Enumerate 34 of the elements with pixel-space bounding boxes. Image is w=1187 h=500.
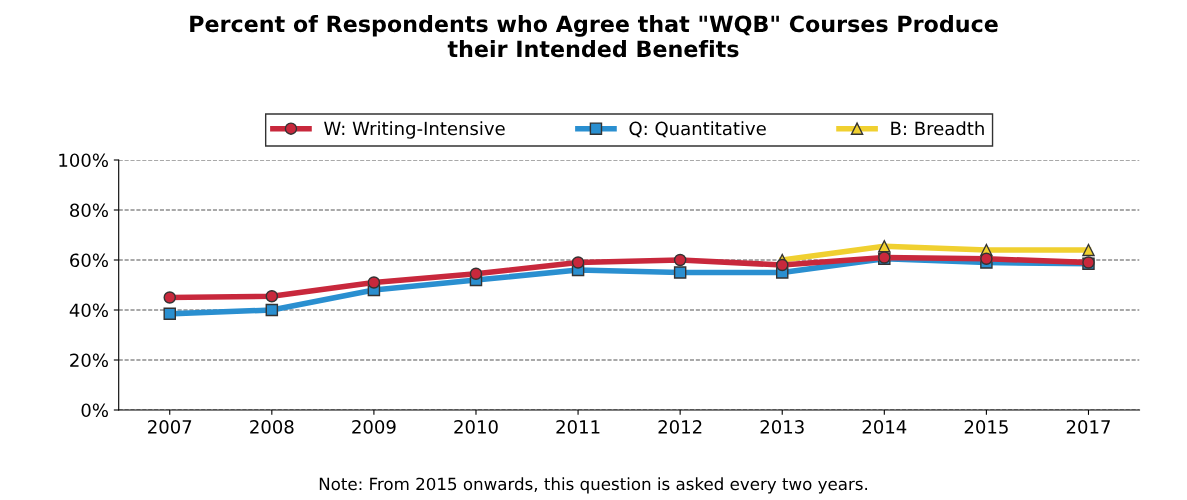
point	[163, 291, 176, 304]
x-tick-label: 2009	[352, 420, 396, 434]
x-tick-label: 2017	[1066, 420, 1110, 434]
point	[878, 239, 891, 253]
point	[673, 266, 687, 279]
legend-label: B: Breadth	[891, 121, 984, 136]
x-tick-label: 2010	[454, 420, 498, 434]
point	[265, 289, 279, 303]
point	[367, 276, 381, 289]
point	[1082, 243, 1095, 257]
point	[775, 258, 789, 272]
y-tick-label: 0%	[81, 403, 108, 418]
x-tick-label: 2014	[862, 420, 907, 434]
point	[265, 303, 279, 317]
point	[469, 267, 483, 281]
chart-title: Percent of Respondents who Agree that "WQB" Courses Produce their Intended Benefits	[190, 15, 998, 58]
x-tick-label: 2015	[964, 420, 1008, 434]
x-tick-label: 2011	[556, 420, 600, 434]
point	[571, 256, 585, 269]
y-tick-label: 80%	[70, 203, 108, 218]
y-tick-label: 100%	[59, 153, 108, 168]
x-tick-label: 2013	[760, 420, 804, 434]
text: Note: From 2015 onwards, this question is asked every two years.	[319, 477, 867, 494]
x-tick-label: 2007	[148, 420, 192, 434]
point	[980, 252, 993, 266]
legend-label: W: Writing-Intensive	[324, 121, 505, 139]
y-tick-label: 40%	[69, 303, 108, 318]
x-tick-label: 2008	[250, 420, 294, 434]
legend-label: Q: Quantitative	[629, 121, 766, 138]
point	[673, 253, 687, 267]
point	[163, 307, 176, 321]
x-tick-label: 2012	[658, 420, 702, 434]
y-tick-label: 20%	[70, 353, 108, 368]
y-tick-label: 60%	[70, 253, 108, 268]
